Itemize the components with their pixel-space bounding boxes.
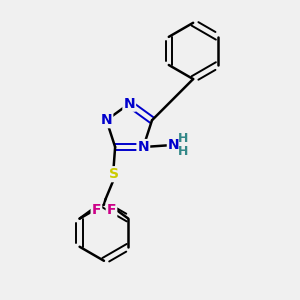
Text: F: F — [92, 203, 101, 217]
Text: N: N — [100, 113, 112, 127]
Text: H: H — [178, 145, 188, 158]
Text: N: N — [123, 97, 135, 111]
Text: H: H — [178, 132, 188, 145]
Text: N: N — [137, 140, 149, 154]
Text: N: N — [168, 138, 179, 152]
Text: F: F — [107, 203, 116, 217]
Text: S: S — [109, 167, 118, 181]
